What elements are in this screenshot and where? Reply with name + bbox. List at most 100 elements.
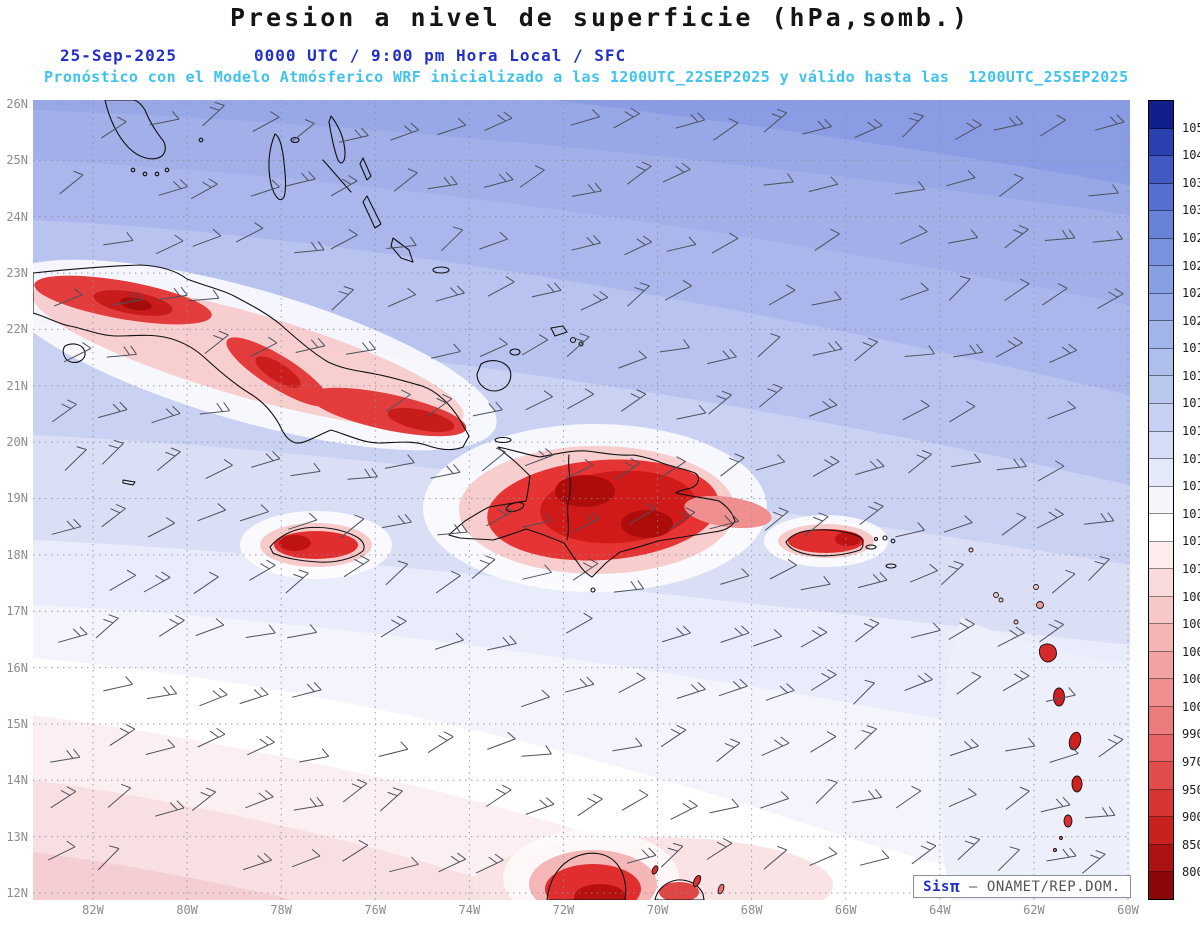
x-tick-label: 64W: [928, 903, 951, 917]
colorbar-level-label: 1030: [1182, 203, 1200, 218]
colorbar-segment: [1149, 844, 1173, 873]
model-name: Sis: [923, 878, 950, 895]
x-tick-label: 76W: [364, 903, 387, 917]
jamaica-coastline: [269, 526, 365, 563]
attribution-source: – ONAMET/REP.DOM.: [960, 878, 1121, 895]
y-tick-label: 14N: [6, 773, 28, 788]
cayman-islands: [122, 479, 136, 486]
colorbar-segment: [1149, 238, 1173, 267]
colorbar-segment: [1149, 596, 1173, 625]
colorbar-segment: [1149, 348, 1173, 377]
colorbar-level-label: 1016: [1182, 424, 1200, 439]
colorbar-level-label: 1013: [1182, 506, 1200, 521]
y-tick-label: 17N: [6, 604, 28, 619]
coastlines-layer: [33, 100, 1083, 900]
colorbar-level-label: 1022: [1182, 286, 1200, 301]
colorbar-level-label: 950: [1182, 782, 1200, 797]
map-area: [33, 100, 1130, 900]
x-tick-label: 78W: [270, 903, 293, 917]
colorbar-level-label: 1050: [1182, 120, 1200, 135]
colorbar-level-label: 800: [1182, 865, 1200, 880]
y-tick-label: 21N: [6, 378, 28, 393]
colorbar-level-label: 1020: [1182, 313, 1200, 328]
colorbar-level-label: 1015: [1182, 451, 1200, 466]
colorbar-segment: [1149, 156, 1173, 184]
gonave-island: [505, 501, 525, 513]
colorbar-segment: [1149, 211, 1173, 239]
colorbar: [1148, 100, 1174, 900]
y-tick-label: 20N: [6, 435, 28, 450]
x-tick-label: 82W: [82, 903, 104, 917]
colorbar-level-label: 1004: [1182, 644, 1200, 659]
y-tick-label: 22N: [6, 322, 28, 337]
colorbar-level-label: 1018: [1182, 368, 1200, 383]
colorbar-segment: [1149, 679, 1173, 708]
x-tick-label: 62W: [1023, 903, 1045, 917]
colorbar-segment: [1149, 624, 1173, 652]
colorbar-level-label: 1019: [1182, 341, 1200, 356]
y-tick-label: 13N: [6, 829, 28, 844]
x-tick-label: 70W: [646, 903, 669, 917]
x-tick-label: 74W: [458, 903, 481, 917]
colorbar-segment: [1149, 872, 1173, 899]
wind-barbs-layer: [47, 101, 1125, 874]
y-tick-label: 12N: [6, 885, 28, 900]
haiti-dr-border: [566, 454, 571, 541]
colorbar-segment: [1149, 128, 1173, 157]
colorbar-segment: [1149, 762, 1173, 790]
colorbar-segment: [1149, 486, 1173, 515]
colorbar-level-label: 1035: [1182, 175, 1200, 190]
pressure-map-canvas: [33, 100, 1130, 900]
y-tick-label: 18N: [6, 547, 28, 562]
puerto-rico-coastline: [785, 529, 864, 557]
colorbar-level-label: 1000: [1182, 699, 1200, 714]
colorbar-level-label: 1017: [1182, 396, 1200, 411]
x-tick-label: 80W: [176, 903, 198, 917]
colorbar-segment: [1149, 789, 1173, 818]
y-tick-label: 19N: [6, 491, 28, 506]
x-tick-label: 72W: [552, 903, 575, 917]
colorbar-level-label: 1014: [1182, 479, 1200, 494]
forecast-description: Pronóstico con el Modelo Atmósferico WRF…: [44, 68, 1129, 86]
tortuga-island: [494, 436, 512, 444]
south-america-coastline: [546, 852, 725, 900]
colorbar-segment: [1149, 651, 1173, 680]
page-title: Presion a nivel de superficie (hPa,somb.…: [229, 3, 971, 32]
grid-lines-layer: [33, 100, 1130, 900]
colorbar-level-label: 1012: [1182, 534, 1200, 549]
isla-juventud-coastline: [62, 343, 86, 363]
island-pressure-lows-layer: [33, 259, 888, 900]
model-pi-symbol: π: [949, 877, 961, 896]
y-tick-label: 24N: [6, 209, 28, 224]
y-tick-label: 16N: [6, 660, 28, 675]
colorbar-level-label: 1006: [1182, 617, 1200, 632]
hispaniola-coastline: [448, 446, 736, 578]
colorbar-level-label: 1002: [1182, 672, 1200, 687]
colorbar-segment: [1149, 541, 1173, 570]
colorbar-segment: [1149, 266, 1173, 294]
y-tick-label: 23N: [6, 266, 28, 281]
y-tick-label: 15N: [6, 716, 28, 731]
y-tick-label: 25N: [6, 153, 28, 168]
colorbar-segment: [1149, 514, 1173, 542]
colorbar-level-label: 900: [1182, 810, 1200, 825]
colorbar-segment: [1149, 101, 1173, 129]
colorbar-segment: [1149, 459, 1173, 487]
colorbar-segment: [1149, 569, 1173, 597]
colorbar-segment: [1149, 404, 1173, 432]
colorbar-level-label: 990: [1182, 727, 1200, 742]
lesser-antilles-islands: [968, 547, 1083, 890]
colorbar-segment: [1149, 734, 1173, 763]
colorbar-segment: [1149, 321, 1173, 349]
colorbar-level-label: 1008: [1182, 589, 1200, 604]
colorbar-level-label: 970: [1182, 755, 1200, 770]
attribution-box: Sis π – ONAMET/REP.DOM.: [913, 875, 1131, 898]
colorbar-level-label: 1040: [1182, 148, 1200, 163]
forecast-time: 0000 UTC / 9:00 pm Hora Local / SFC: [254, 46, 627, 65]
colorbar-segment: [1149, 817, 1173, 845]
colorbar-segment: [1149, 293, 1173, 322]
colorbar-level-label: 1025: [1182, 258, 1200, 273]
x-tick-label: 60W: [1117, 903, 1139, 917]
cuba-coastline: [33, 264, 470, 451]
